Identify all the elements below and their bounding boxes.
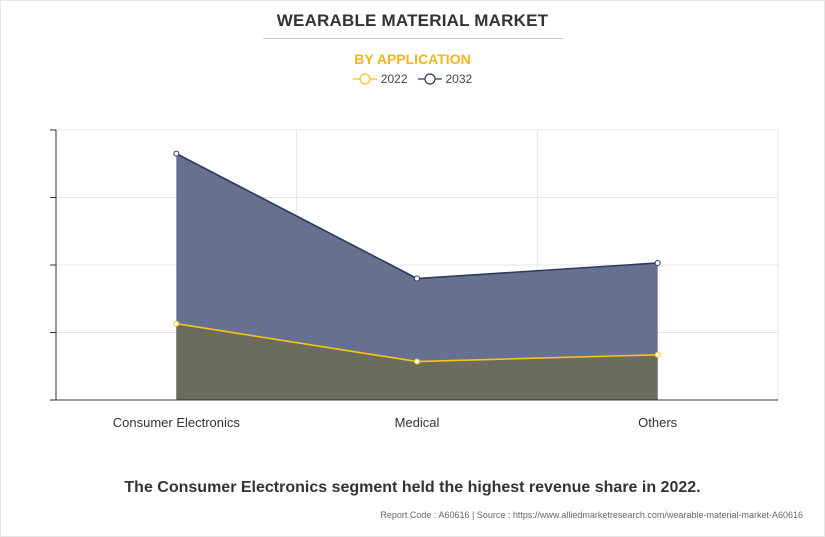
area-2032 bbox=[176, 153, 658, 400]
legend-item-2032[interactable]: 2032 bbox=[417, 72, 473, 86]
x-tick-label: Medical bbox=[395, 415, 440, 430]
data-point-2022 bbox=[654, 351, 661, 358]
data-point-2022 bbox=[414, 358, 420, 365]
footer-separator: | bbox=[472, 510, 475, 520]
chart-subtitle: BY APPLICATION bbox=[354, 51, 471, 67]
legend-label-2032: 2032 bbox=[445, 72, 473, 86]
data-point-2022 bbox=[173, 320, 180, 327]
data-point-2032 bbox=[414, 275, 420, 282]
legend-item-2022[interactable]: 2022 bbox=[352, 72, 408, 86]
report-code: Report Code : A60616 bbox=[380, 510, 470, 520]
report-footer: Report Code : A60616 | Source : https://… bbox=[380, 510, 803, 520]
x-tick-label: Others bbox=[638, 415, 678, 430]
data-point-2032 bbox=[173, 150, 180, 157]
x-tick-label: Consumer Electronics bbox=[113, 415, 241, 430]
legend-label-2022: 2022 bbox=[380, 72, 408, 86]
source-link[interactable]: Source : https://www.alliedmarketresearc… bbox=[476, 510, 803, 520]
legend-marker-icon bbox=[417, 73, 442, 85]
chart-title: WEARABLE MATERIAL MARKET bbox=[276, 11, 549, 30]
legend: 2022 2032 bbox=[0, 72, 825, 86]
data-point-2032 bbox=[654, 259, 661, 266]
legend-marker-icon bbox=[352, 73, 377, 85]
title-divider bbox=[263, 38, 563, 39]
chart-caption: The Consumer Electronics segment held th… bbox=[124, 479, 701, 496]
